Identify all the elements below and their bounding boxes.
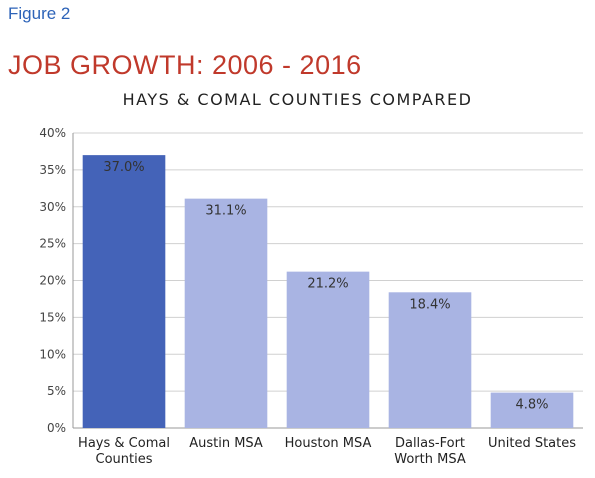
x-category-label: Worth MSA: [394, 452, 466, 467]
x-category-label: Austin MSA: [189, 436, 263, 451]
x-category-label: Dallas-Fort: [395, 436, 465, 451]
x-category-label: United States: [488, 436, 576, 451]
bar-layer: [82, 155, 574, 428]
y-tick-label: 15%: [39, 310, 66, 324]
bar: [388, 292, 472, 428]
y-tick-label: 10%: [39, 347, 66, 361]
bar: [82, 155, 166, 428]
bar-value-label: 37.0%: [103, 160, 144, 175]
figure-label: Figure 2: [8, 4, 71, 23]
y-tick-label: 25%: [39, 237, 66, 251]
bar-value-label: 31.1%: [205, 204, 246, 219]
y-tick-label: 0%: [47, 421, 66, 435]
x-category-label: Counties: [96, 452, 153, 467]
label-layer: 0% 5% 10% 15% 20% 25% 30% 35% 40% 37.0% Hays & Com…: [39, 126, 576, 467]
bar: [490, 392, 574, 428]
x-category-label: Houston MSA: [285, 436, 372, 451]
bar: [184, 198, 268, 428]
y-tick-label: 5%: [47, 384, 66, 398]
y-tick-label: 35%: [39, 163, 66, 177]
bar-value-label: 4.8%: [515, 398, 548, 413]
y-tick-label: 30%: [39, 200, 66, 214]
chart-subtitle: HAYS & COMAL COUNTIES COMPARED: [122, 90, 473, 109]
x-category-label: Hays & Comal: [78, 436, 170, 451]
bar-value-label: 18.4%: [409, 297, 450, 312]
y-tick-label: 20%: [39, 274, 66, 288]
bar: [286, 271, 370, 428]
chart-title: JOB GROWTH: 2006 - 2016: [8, 50, 362, 80]
bar-value-label: 21.2%: [307, 277, 348, 292]
y-tick-label: 40%: [39, 126, 66, 140]
